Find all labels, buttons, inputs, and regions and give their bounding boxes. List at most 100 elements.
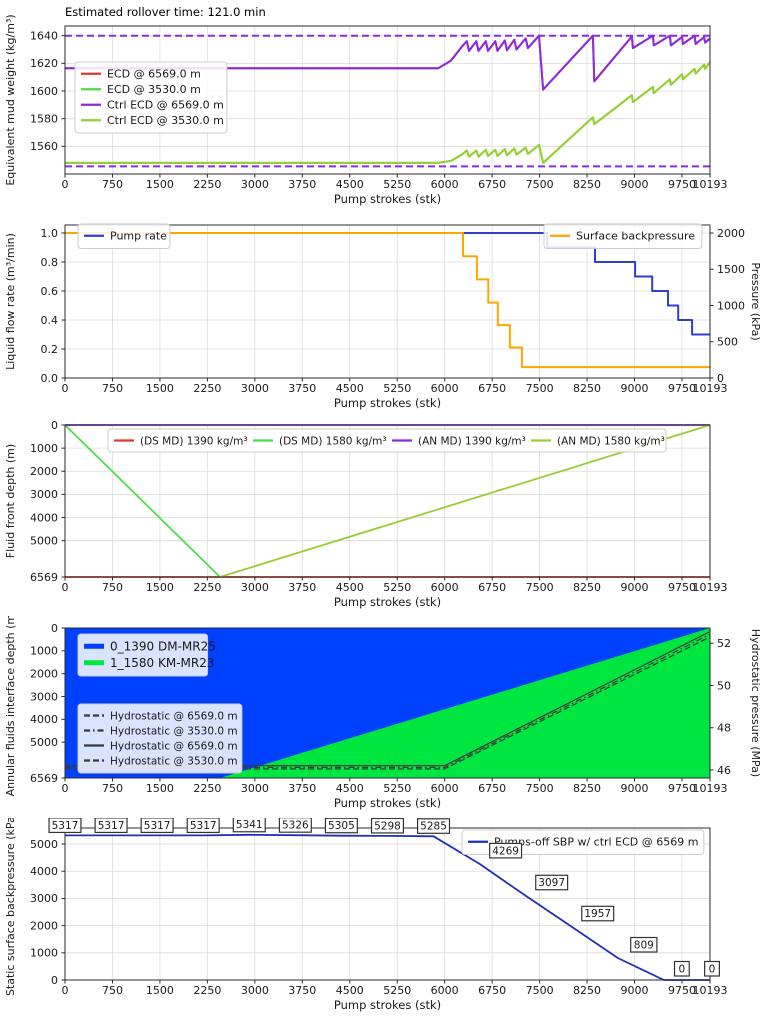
x-tick-label: 0 — [62, 178, 69, 191]
x-tick-label: 1500 — [146, 782, 174, 795]
plot-border — [64, 25, 711, 175]
y-tick-label: 1000 — [30, 947, 58, 960]
x-tick-label: 7500 — [526, 178, 554, 191]
fluid-front-chart-canvas: 0 750 1500 2250 3000 3750 4500 5250 6000 6750 7500… — [4, 419, 728, 609]
legend-label: (DS MD) 1390 kg/m³ — [140, 435, 248, 447]
x-tick-label: 6750 — [478, 382, 506, 395]
x-tick-label: 9000 — [621, 581, 649, 594]
y-tick-label: 6569 — [30, 772, 58, 785]
y-tick-label: 5000 — [30, 736, 58, 749]
y-tick-label: 1.0 — [41, 227, 59, 240]
legend-label: (DS MD) 1580 kg/m³ — [279, 435, 387, 447]
data-label: 3097 — [535, 874, 569, 891]
data-label-box — [581, 905, 615, 922]
plot-border — [64, 627, 711, 779]
y-tick-label: 4000 — [30, 713, 58, 726]
y-tick-label: 1560 — [30, 140, 58, 153]
y-axis-label: Annular fluids interface depth (m) — [4, 616, 17, 796]
data-label-text: 3097 — [538, 877, 565, 889]
x-tick-label: 8250 — [573, 581, 601, 594]
legend-box — [77, 703, 243, 774]
data-label: 5317 — [48, 818, 82, 834]
legend: Surface backpressure — [543, 223, 703, 249]
data-label-text: 0 — [709, 963, 716, 975]
x-tick-label: 7500 — [526, 984, 554, 997]
y-tick-label: 0 — [51, 419, 58, 432]
x-tick-label: 9000 — [621, 178, 649, 191]
x-tick-label: 8250 — [573, 782, 601, 795]
chart-title: Estimated rollover time: 121.0 min — [65, 5, 266, 19]
legend-label: Ctrl ECD @ 3530.0 m — [107, 114, 224, 127]
y-tick-label: 0.0 — [41, 372, 59, 385]
data-label: 5317 — [94, 818, 128, 834]
x-tick-label: 4500 — [336, 382, 364, 395]
y-tick-label: 0.6 — [41, 285, 59, 298]
x-tick-label: 10193 — [693, 782, 728, 795]
plot-border — [64, 424, 711, 578]
plot-border — [64, 224, 711, 379]
legend: Hydrostatic @ 6569.0 m Hydrostatic @ 3530… — [77, 703, 243, 774]
legend-label: Hydrostatic @ 3530.0 m — [110, 725, 238, 737]
x-tick-label: 750 — [102, 984, 123, 997]
static-sbp-chart-canvas: 0 750 1500 2250 3000 3750 4500 5250 6000 6750 7500… — [4, 818, 728, 1012]
x-tick-label: 10193 — [693, 984, 728, 997]
x-tick-label: 8250 — [573, 382, 601, 395]
legend-label: ECD @ 3530.0 m — [107, 83, 201, 96]
legend-label: (AN MD) 1390 kg/m³ — [418, 435, 526, 447]
y2-tick-label: 500 — [717, 336, 738, 349]
y2-tick-label: 2000 — [717, 227, 745, 240]
data-label-text: 5317 — [190, 820, 217, 832]
x-tick-label: 2250 — [193, 984, 221, 997]
data-label: 0 — [673, 960, 690, 977]
y-axis-label: Equivalent mud weight (kg/m³) — [4, 14, 17, 185]
x-tick-label: 4500 — [336, 178, 364, 191]
data-label: 5298 — [370, 818, 405, 834]
x-tick-label: 6000 — [431, 782, 459, 795]
data-label: 5317 — [140, 818, 174, 834]
y-tick-label: 1600 — [30, 85, 58, 98]
x-tick-label: 5250 — [383, 782, 411, 795]
x-tick-label: 9750 — [668, 984, 696, 997]
chart-fluid-front: 0 750 1500 2250 3000 3750 4500 5250 6000 6750 7500… — [0, 414, 768, 616]
x-tick-label: 6000 — [431, 382, 459, 395]
legend-label: Hydrostatic @ 3530.0 m — [110, 755, 238, 767]
x-tick-label: 6750 — [478, 178, 506, 191]
series-ctrl-ecd-3530-0-m — [65, 61, 711, 164]
annular-interface-chart-canvas: 0 750 1500 2250 3000 3750 4500 5250 6000 6750 7500… — [4, 616, 762, 810]
x-tick-label: 6750 — [478, 984, 506, 997]
y-axis-label: Static surface backpressure (kPa) — [4, 818, 17, 996]
y-tick-label: 2000 — [30, 465, 58, 478]
data-label: 5317 — [186, 818, 220, 834]
x-tick-label: 10193 — [693, 581, 728, 594]
x-tick-label: 3000 — [241, 382, 269, 395]
series-pumps-off-sbp-w-ctrl-ecd-6569-m — [65, 833, 710, 981]
data-label: 4269 — [489, 842, 523, 859]
x-tick-label: 10193 — [693, 178, 728, 191]
x-tick-label: 3000 — [241, 581, 269, 594]
x-tick-label: 1500 — [146, 984, 174, 997]
x-tick-label: 9750 — [668, 581, 696, 594]
series-ctrl-ecd-6569-0-m — [65, 34, 711, 91]
data-label-box — [94, 818, 128, 834]
x-tick-label: 8250 — [573, 178, 601, 191]
x-tick-label: 6750 — [478, 581, 506, 594]
x-tick-label: 0 — [62, 782, 69, 795]
x-tick-label: 7500 — [526, 782, 554, 795]
y-tick-label: 2000 — [30, 919, 58, 932]
legend-box — [543, 223, 703, 249]
data-label-text: 5298 — [374, 820, 401, 832]
x-tick-label: 5250 — [383, 984, 411, 997]
y-tick-label: 0.8 — [41, 256, 59, 269]
data-label-box — [232, 818, 266, 833]
x-axis-label: Pump strokes (stk) — [334, 998, 441, 1012]
x-tick-label: 6000 — [431, 984, 459, 997]
data-label-text: 4269 — [492, 845, 519, 857]
x-tick-label: 0 — [62, 984, 69, 997]
data-label: 5285 — [416, 818, 451, 834]
legend-box — [74, 61, 228, 134]
y-tick-label: 5000 — [30, 534, 58, 547]
x-tick-label: 2250 — [193, 782, 221, 795]
data-label-box — [535, 874, 569, 891]
legend-label: Surface backpressure — [576, 230, 695, 243]
y-tick-label: 0.2 — [41, 343, 59, 356]
